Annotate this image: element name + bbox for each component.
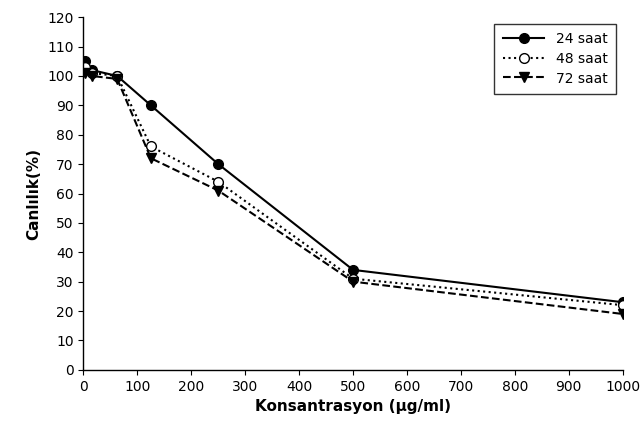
72 saat — [88, 74, 96, 79]
Line: 24 saat: 24 saat — [80, 56, 628, 307]
24 saat — [113, 74, 121, 79]
48 saat — [81, 64, 89, 70]
Legend: 24 saat, 48 saat, 72 saat: 24 saat, 48 saat, 72 saat — [494, 24, 616, 94]
24 saat — [81, 58, 89, 64]
24 saat — [349, 267, 357, 273]
24 saat — [214, 162, 222, 167]
48 saat — [88, 71, 96, 76]
X-axis label: Konsantrasyon (µg/ml): Konsantrasyon (µg/ml) — [255, 399, 451, 414]
48 saat — [147, 144, 155, 149]
Line: 48 saat: 48 saat — [80, 62, 628, 310]
Line: 72 saat: 72 saat — [80, 68, 628, 319]
Y-axis label: Canlılık(%): Canlılık(%) — [27, 147, 42, 240]
48 saat — [619, 303, 627, 308]
24 saat — [147, 103, 155, 108]
72 saat — [147, 156, 155, 161]
48 saat — [113, 74, 121, 79]
72 saat — [81, 71, 89, 76]
48 saat — [349, 276, 357, 281]
72 saat — [214, 188, 222, 193]
72 saat — [113, 77, 121, 82]
72 saat — [349, 279, 357, 284]
48 saat — [214, 179, 222, 184]
24 saat — [619, 300, 627, 305]
72 saat — [619, 311, 627, 316]
24 saat — [88, 68, 96, 73]
